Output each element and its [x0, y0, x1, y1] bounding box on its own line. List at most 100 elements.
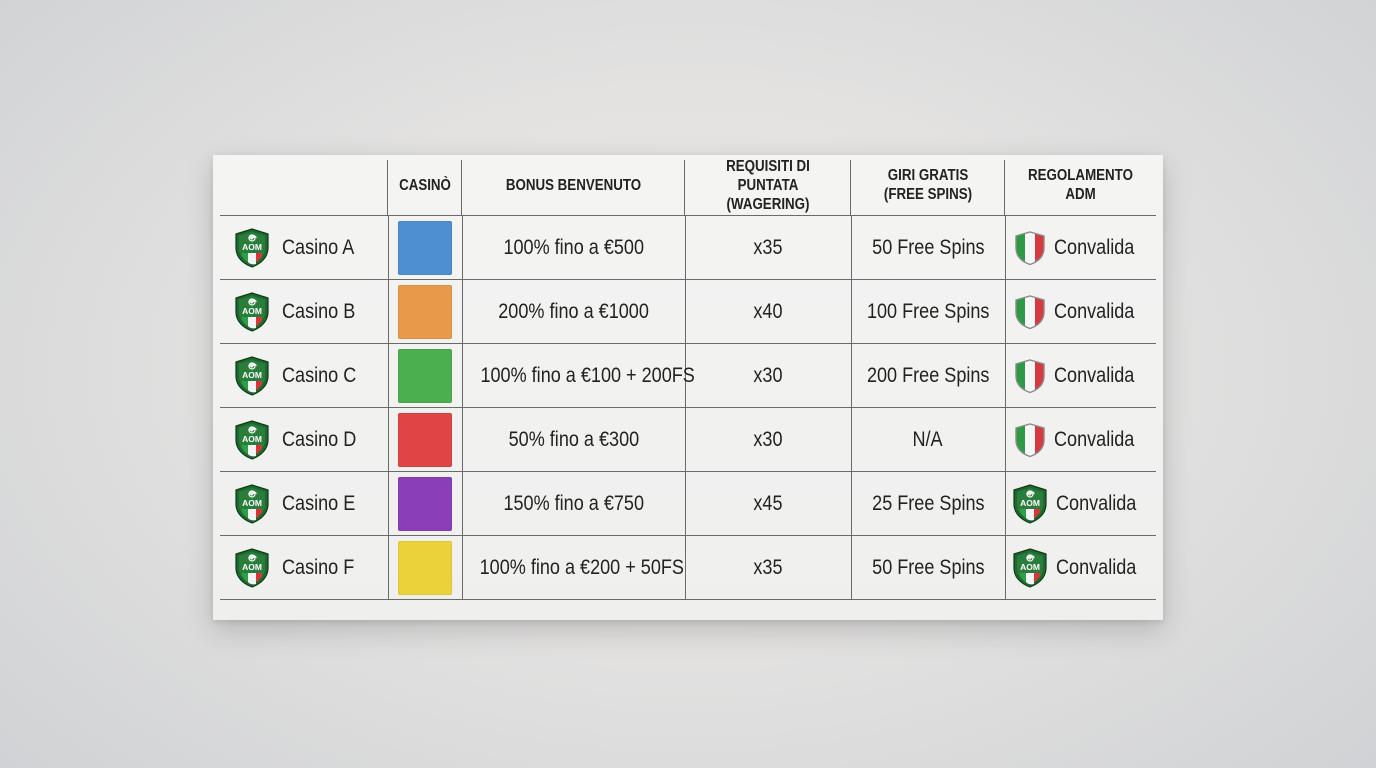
svg-text:AOM: AOM — [242, 306, 262, 316]
bonus-cell: 50% fino a €300 — [461, 407, 685, 472]
free-spins-value: 100 Free Spins — [866, 299, 990, 323]
header-divider — [387, 160, 388, 215]
svg-text:AOM: AOM — [242, 562, 262, 572]
svg-text:AOM: AOM — [242, 434, 262, 444]
adm-shield-icon: AOM — [234, 483, 270, 524]
header-divider — [1004, 160, 1005, 215]
free-spins-cell: 50 Free Spins — [850, 535, 1005, 600]
casino-name-cell: AOM Casino F — [220, 535, 388, 600]
free-spins-cell: 200 Free Spins — [850, 343, 1005, 408]
adm-shield-icon: AOM — [234, 547, 270, 588]
bonus-value: 150% fino a €750 — [503, 491, 644, 515]
bonus-cell: 150% fino a €750 — [461, 471, 685, 536]
bonus-value: 100% fino a €100 + 200FS — [479, 363, 695, 387]
free-spins-cell: 100 Free Spins — [850, 279, 1005, 344]
regulation-cell: Convalida — [1004, 279, 1156, 344]
casino-comparison-table: Casinò Bonus Benvenuto Requisiti di Punt… — [220, 155, 1156, 600]
wagering-cell: x35 — [684, 215, 851, 280]
casino-color-swatch — [398, 412, 452, 467]
header-bonus: Bonus Benvenuto — [477, 155, 670, 216]
casino-name-cell: AOM Casino E — [220, 471, 388, 536]
bonus-value: 100% fino a €200 + 50FS — [479, 555, 684, 579]
table-row[interactable]: AOM Casino D 50% fino a €300 x30 N/A Con… — [220, 407, 1156, 472]
table-row[interactable]: AOM Casino F 100% fino a €200 + 50FS x35… — [220, 535, 1156, 600]
wagering-cell: x45 — [684, 471, 851, 536]
free-spins-value: 50 Free Spins — [871, 555, 985, 579]
casino-color-cell — [387, 343, 462, 408]
svg-text:AOM: AOM — [242, 242, 262, 252]
free-spins-cell: 50 Free Spins — [850, 215, 1005, 280]
table-header-row: Casinò Bonus Benvenuto Requisiti di Punt… — [220, 155, 1156, 216]
casino-name: Casino D — [282, 427, 357, 451]
header-divider — [850, 160, 851, 215]
header-wagering: Requisiti di Puntata (Wagering) — [696, 155, 840, 216]
casino-color-cell — [387, 407, 462, 472]
casino-color-swatch — [398, 540, 452, 595]
free-spins-value: 200 Free Spins — [866, 363, 990, 387]
adm-shield-icon: AOM — [234, 355, 270, 396]
bonus-cell: 100% fino a €100 + 200FS — [461, 343, 694, 408]
italy-flag-shield-icon — [1014, 230, 1046, 266]
wagering-value: x30 — [753, 363, 783, 387]
adm-shield-icon: AOM — [1012, 547, 1048, 588]
header-casino: Casinò — [393, 155, 457, 216]
wagering-cell: x35 — [684, 535, 851, 600]
italy-flag-shield-icon — [1014, 422, 1046, 458]
wagering-value: x35 — [753, 235, 783, 259]
wagering-cell: x30 — [684, 407, 851, 472]
free-spins-value: 25 Free Spins — [871, 491, 985, 515]
regulation-status: Convalida — [1056, 491, 1137, 515]
bonus-value: 100% fino a €500 — [503, 235, 644, 259]
regulation-status: Convalida — [1054, 299, 1135, 323]
header-regulation: Regolamento ADM — [1015, 155, 1146, 216]
casino-name-cell: AOM Casino A — [220, 215, 388, 280]
svg-text:AOM: AOM — [242, 370, 262, 380]
free-spins-cell: N/A — [850, 407, 1005, 472]
regulation-cell: AOM Convalida — [1004, 535, 1156, 600]
regulation-status: Convalida — [1056, 555, 1137, 579]
free-spins-cell: 25 Free Spins — [850, 471, 1005, 536]
bonus-value: 200% fino a €1000 — [498, 299, 649, 323]
adm-shield-icon: AOM — [1012, 483, 1048, 524]
adm-shield-icon: AOM — [234, 227, 270, 268]
casino-color-swatch — [398, 284, 452, 339]
adm-shield-icon: AOM — [234, 419, 270, 460]
free-spins-value: 50 Free Spins — [871, 235, 985, 259]
casino-name: Casino A — [282, 235, 355, 259]
casino-color-cell — [387, 535, 462, 600]
italy-flag-shield-icon — [1014, 358, 1046, 394]
casino-name-cell: AOM Casino B — [220, 279, 388, 344]
table-row[interactable]: AOM Casino A 100% fino a €500 x35 50 Fre… — [220, 215, 1156, 280]
table-row[interactable]: AOM Casino E 150% fino a €750 x45 25 Fre… — [220, 471, 1156, 536]
header-divider — [684, 160, 685, 215]
casino-color-swatch — [398, 348, 452, 403]
regulation-cell: Convalida — [1004, 407, 1156, 472]
wagering-value: x45 — [753, 491, 783, 515]
svg-text:AOM: AOM — [242, 498, 262, 508]
casino-name: Casino E — [282, 491, 356, 515]
casino-color-swatch — [398, 476, 452, 531]
italy-flag-shield-icon — [1014, 294, 1046, 330]
free-spins-value: N/A — [912, 427, 944, 451]
table-row[interactable]: AOM Casino B 200% fino a €1000 x40 100 F… — [220, 279, 1156, 344]
adm-shield-icon: AOM — [234, 291, 270, 332]
comparison-panel: Casinò Bonus Benvenuto Requisiti di Punt… — [213, 155, 1163, 620]
regulation-status: Convalida — [1054, 235, 1135, 259]
table-row[interactable]: AOM Casino C 100% fino a €100 + 200FS x3… — [220, 343, 1156, 408]
casino-name-cell: AOM Casino C — [220, 343, 388, 408]
header-free-spins: Giri Gratis (Free Spins) — [861, 155, 995, 216]
bonus-cell: 100% fino a €500 — [461, 215, 685, 280]
bonus-value: 50% fino a €300 — [508, 427, 639, 451]
casino-color-cell — [387, 215, 462, 280]
svg-text:AOM: AOM — [1020, 498, 1040, 508]
wagering-cell: x30 — [684, 343, 851, 408]
regulation-status: Convalida — [1054, 427, 1135, 451]
casino-name-cell: AOM Casino D — [220, 407, 388, 472]
svg-text:AOM: AOM — [1020, 562, 1040, 572]
regulation-cell: Convalida — [1004, 215, 1156, 280]
wagering-cell: x40 — [684, 279, 851, 344]
bonus-cell: 200% fino a €1000 — [461, 279, 685, 344]
header-name — [231, 155, 377, 216]
wagering-value: x35 — [753, 555, 783, 579]
casino-name: Casino F — [282, 555, 355, 579]
